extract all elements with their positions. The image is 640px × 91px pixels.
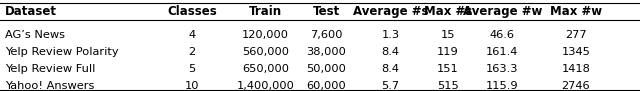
Text: Average #s: Average #s [353, 5, 428, 18]
Text: Test: Test [313, 5, 340, 18]
Text: Yelp Review Full: Yelp Review Full [5, 64, 95, 74]
Text: Max #s: Max #s [424, 5, 472, 18]
Text: 46.6: 46.6 [490, 30, 515, 40]
Text: 161.4: 161.4 [486, 47, 518, 57]
Text: 2746: 2746 [562, 81, 590, 91]
Text: 8.4: 8.4 [381, 64, 399, 74]
Text: 515: 515 [437, 81, 459, 91]
Text: 38,000: 38,000 [307, 47, 346, 57]
Text: 10: 10 [185, 81, 199, 91]
Text: Average #w: Average #w [463, 5, 542, 18]
Text: 151: 151 [437, 64, 459, 74]
Text: 1,400,000: 1,400,000 [237, 81, 294, 91]
Text: Train: Train [249, 5, 282, 18]
Text: 119: 119 [437, 47, 459, 57]
Text: 5.7: 5.7 [381, 81, 399, 91]
Text: 115.9: 115.9 [486, 81, 518, 91]
Text: Classes: Classes [167, 5, 217, 18]
Text: Dataset: Dataset [5, 5, 57, 18]
Text: AG’s News: AG’s News [5, 30, 65, 40]
Text: 2: 2 [188, 47, 196, 57]
Text: 1.3: 1.3 [381, 30, 399, 40]
Text: 650,000: 650,000 [242, 64, 289, 74]
Text: 8.4: 8.4 [381, 47, 399, 57]
Text: 560,000: 560,000 [242, 47, 289, 57]
Text: Yelp Review Polarity: Yelp Review Polarity [5, 47, 119, 57]
Text: 5: 5 [188, 64, 196, 74]
Text: 50,000: 50,000 [307, 64, 346, 74]
Text: 277: 277 [565, 30, 587, 40]
Text: 15: 15 [441, 30, 455, 40]
Text: 163.3: 163.3 [486, 64, 518, 74]
Text: 120,000: 120,000 [242, 30, 289, 40]
Text: Yahoo! Answers: Yahoo! Answers [5, 81, 95, 91]
Text: 4: 4 [188, 30, 196, 40]
Text: 7,600: 7,600 [310, 30, 342, 40]
Text: 1418: 1418 [561, 64, 591, 74]
Text: 60,000: 60,000 [307, 81, 346, 91]
Text: 1345: 1345 [561, 47, 591, 57]
Text: Max #w: Max #w [550, 5, 602, 18]
